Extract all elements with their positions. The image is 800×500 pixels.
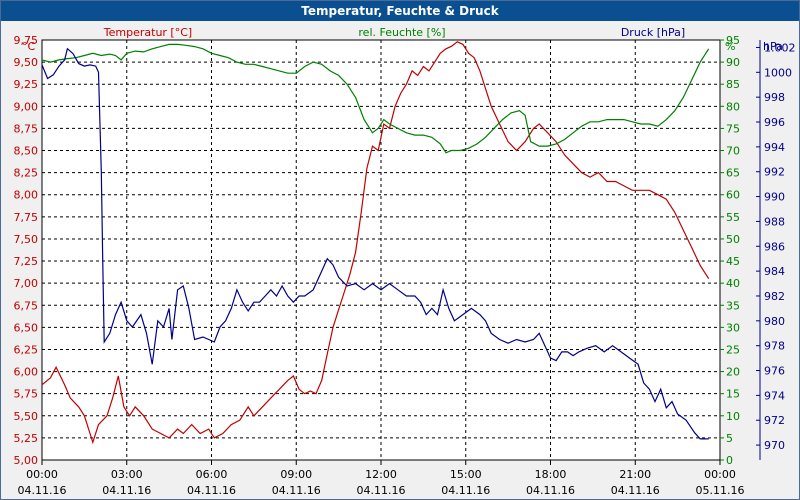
pressure-tick-label: 970 [764, 439, 785, 452]
series-line-pressure [41, 47, 709, 440]
temperature-tick-label: 9,00 [14, 100, 39, 113]
pressure-tick-label: 986 [764, 240, 785, 253]
pressure-tick-label: 976 [764, 365, 785, 378]
x-tick-time: 03:00 [111, 468, 143, 481]
humidity-tick-label: 50 [726, 233, 740, 246]
temperature-ticks: 9,75 9,50 9,25 9,00 8,75 8,50 8,25 8,00 7,75 7,50… [14, 34, 39, 467]
x-tick-time: 12:00 [365, 468, 397, 481]
temperature-tick-label: 5,75 [14, 388, 39, 401]
pressure-tick-label: 998 [764, 91, 785, 104]
temperature-tick-label: 9,75 [14, 34, 39, 47]
temperature-tick-label: 8,75 [14, 122, 39, 135]
humidity-tick-label: 20 [726, 366, 740, 379]
series-line-humidity [41, 43, 710, 154]
humidity-tick-label: 70 [726, 145, 740, 158]
humidity-tick-label: 80 [726, 100, 740, 113]
humidity-tick-label: 90 [726, 56, 740, 69]
x-tick-time: 18:00 [535, 468, 567, 481]
pressure-tick-label: 1.002 [764, 41, 796, 54]
humidity-tick-label: 40 [726, 277, 740, 290]
humidity-tick-label: 5 [726, 432, 733, 445]
x-tick-date: 04.11.16 [187, 484, 236, 497]
temperature-tick-label: 6,25 [14, 343, 39, 356]
x-tick-time: 21:00 [619, 468, 651, 481]
grid [42, 40, 720, 460]
temperature-tick-label: 8,50 [14, 145, 39, 158]
pressure-tick-label: 978 [764, 340, 785, 353]
pressure-tick-label: 980 [764, 315, 785, 328]
x-tick-date: 04.11.16 [357, 484, 406, 497]
humidity-tick-label: 95 [726, 34, 740, 47]
humidity-tick-label: 25 [726, 343, 740, 356]
humidity-tick-label: 0 [726, 454, 733, 467]
temperature-tick-label: 7,75 [14, 211, 39, 224]
humidity-tick-label: 10 [726, 410, 740, 423]
temperature-unit-label: °C [22, 40, 36, 53]
pressure-axis-label: Druck [hPa] [621, 26, 685, 39]
temperature-tick-label: 7,00 [14, 277, 39, 290]
temperature-tick-label: 8,25 [14, 167, 39, 180]
temperature-tick-label: 7,50 [14, 233, 39, 246]
x-tick-time: 09:00 [280, 468, 312, 481]
x-tick-time: 06:00 [196, 468, 228, 481]
pressure-tick-label: 990 [764, 191, 785, 204]
pressure-tick-label: 996 [764, 116, 785, 129]
pressure-tick-label: 994 [764, 141, 785, 154]
temperature-tick-label: 6,50 [14, 321, 39, 334]
temperature-tick-label: 5,25 [14, 432, 39, 445]
temperature-axis-label: Temperatur [°C] [103, 26, 192, 39]
humidity-tick-label: 30 [726, 321, 740, 334]
pressure-tick-label: 974 [764, 389, 785, 402]
temperature-tick-label: 9,50 [14, 56, 39, 69]
x-tick-date: 04.11.16 [102, 484, 151, 497]
humidity-tick-label: 60 [726, 189, 740, 202]
humidity-tick-label: 15 [726, 388, 740, 401]
x-tick-date: 05.11.16 [696, 484, 745, 497]
temperature-tick-label: 7,25 [14, 255, 39, 268]
x-tick-date: 04.11.16 [526, 484, 575, 497]
series-line-temperature [41, 41, 710, 445]
temperature-tick-label: 8,00 [14, 189, 39, 202]
pressure-ticks: 1.002 1000 998 996 994 992 990 988 986 984 982 980 9… [756, 40, 796, 460]
humidity-tick-label: 85 [726, 78, 740, 91]
pressure-tick-label: 992 [764, 166, 785, 179]
window-title: Temperatur, Feuchte & Druck [1, 1, 799, 21]
humidity-tick-label: 35 [726, 299, 740, 312]
x-tick-date: 04.11.16 [272, 484, 321, 497]
x-tick-time: 00:00 [704, 468, 736, 481]
series-lines [41, 41, 710, 445]
pressure-tick-label: 984 [764, 265, 785, 278]
x-tick-date: 04.11.16 [441, 484, 490, 497]
temperature-tick-label: 9,25 [14, 78, 39, 91]
pressure-tick-label: 988 [764, 215, 785, 228]
x-tick-date: 04.11.16 [611, 484, 660, 497]
pressure-tick-label: 972 [764, 414, 785, 427]
humidity-tick-label: 65 [726, 167, 740, 180]
x-tick-date: 04.11.16 [18, 484, 67, 497]
humidity-axis-label: rel. Feuchte [%] [358, 26, 445, 39]
pressure-tick-label: 1000 [764, 66, 792, 79]
x-tick-time: 15:00 [450, 468, 482, 481]
x-tick-time: 00:00 [26, 468, 58, 481]
humidity-tick-label: 45 [726, 255, 740, 268]
pressure-unit-label: hPa [763, 40, 783, 53]
temperature-tick-label: 5,00 [14, 454, 39, 467]
temperature-tick-label: 5,50 [14, 410, 39, 423]
x-axis-ticks: 00:00 04.11.16 03:00 04.11.16 06:00 04.11.16 0… [18, 460, 745, 497]
pressure-tick-label: 982 [764, 290, 785, 303]
humidity-tick-label: 75 [726, 122, 740, 135]
humidity-unit-label: % [725, 40, 735, 53]
temperature-tick-label: 6,75 [14, 299, 39, 312]
temperature-tick-label: 6,00 [14, 366, 39, 379]
humidity-tick-label: 55 [726, 211, 740, 224]
